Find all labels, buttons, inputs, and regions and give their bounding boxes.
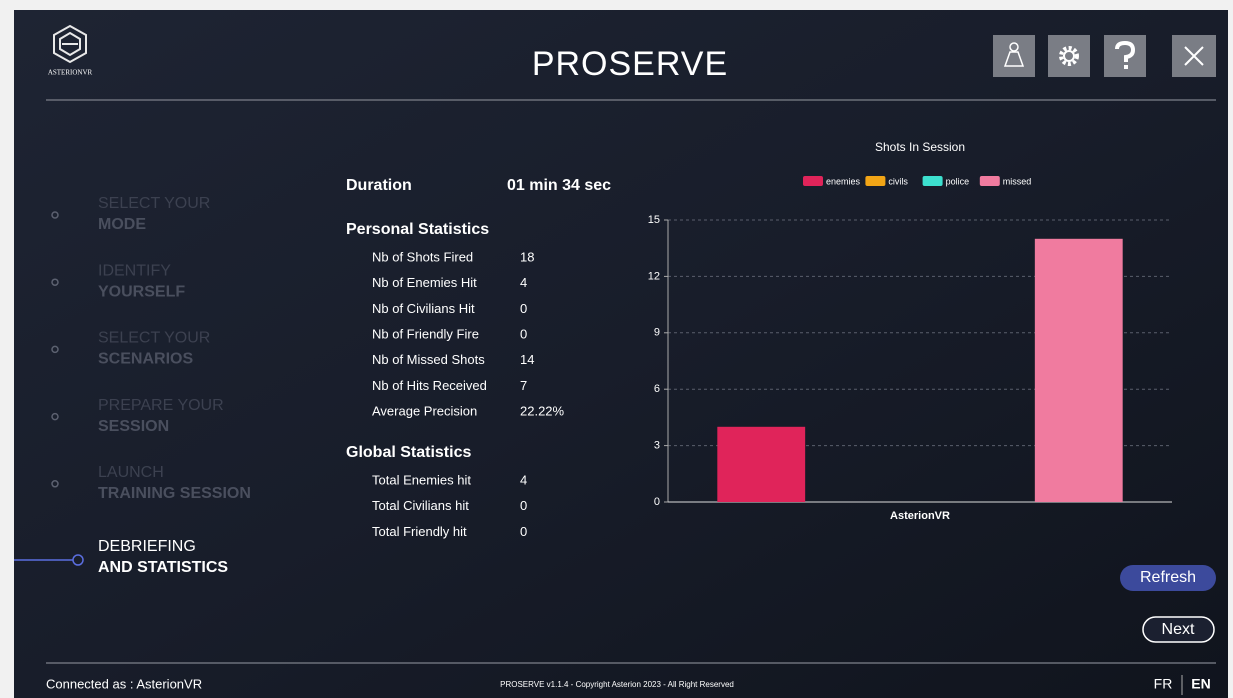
stat-heading: Duration [346,177,412,194]
legend-label: civils [888,176,908,186]
stat-label: Nb of Enemies Hit [372,275,477,290]
stat-value: 0 [520,524,527,539]
language-option[interactable]: EN [1191,676,1210,692]
stat-value: 18 [520,249,534,264]
next-button[interactable]: Next [1143,617,1214,642]
y-tick-label: 0 [654,496,660,508]
legend-label: enemies [826,176,861,186]
step-label: AND STATISTICS [98,559,228,576]
legend-swatch [803,176,823,186]
refresh-button[interactable]: Refresh [1120,565,1216,591]
language-option[interactable]: FR [1154,676,1173,692]
stat-label: Total Enemies hit [372,472,471,487]
stat-label: Average Precision [372,404,477,419]
legend-swatch [980,176,1000,186]
stat-value: 0 [520,327,527,342]
bar [717,427,805,502]
stat-label: Nb of Civilians Hit [372,301,475,316]
step-label: SCENARIOS [98,351,193,368]
close-button[interactable] [1172,35,1216,77]
stat-value: 7 [520,378,527,393]
step-label: SESSION [98,418,169,435]
stat-value: 01 min 34 sec [507,177,611,194]
profile-button[interactable] [993,35,1035,77]
legend-label: missed [1003,176,1032,186]
step-label: SELECT YOUR [98,330,210,347]
legend-label: police [946,176,970,186]
settings-button[interactable] [1048,35,1090,77]
step-label: LAUNCH [98,464,164,481]
button-label: Next [1162,621,1195,638]
y-tick-label: 3 [654,440,660,452]
stat-label: Total Civilians hit [372,498,469,513]
stat-value: 0 [520,498,527,513]
stat-value: 0 [520,301,527,316]
stat-label: Nb of Missed Shots [372,352,485,367]
button-label: Refresh [1140,569,1196,586]
x-tick-label: AsterionVR [890,510,950,522]
logo-text: ASTERIONVR [48,69,93,77]
step-label: DEBRIEFING [98,538,196,555]
chart-title: Shots In Session [875,140,965,154]
stat-value: 14 [520,352,534,367]
legend-swatch [865,176,885,186]
step-label: YOURSELF [98,283,185,300]
stat-heading: Global Statistics [346,444,471,461]
connected-as: Connected as : AsterionVR [46,676,202,691]
copyright: PROSERVE v1.1.4 - Copyright Asterion 202… [500,680,734,689]
y-tick-label: 6 [654,383,660,395]
y-tick-label: 15 [648,214,660,226]
step-label: IDENTIFY [98,262,171,279]
app-title: PROSERVE [532,45,728,83]
page: ASTERIONVR PROSERVE SELECT YOUR MODE IDENT… [0,0,1233,698]
help-button[interactable] [1104,35,1146,77]
bar [1035,239,1123,502]
app: ASTERIONVR PROSERVE SELECT YOUR MODE IDENT… [0,0,1233,698]
step-label: PREPARE YOUR [98,397,224,414]
legend-swatch [923,176,943,186]
stat-heading: Personal Statistics [346,221,489,238]
stat-value: 22.22% [520,404,565,419]
stat-label: Nb of Shots Fired [372,249,473,264]
stat-value: 4 [520,472,527,487]
stat-value: 4 [520,275,527,290]
y-tick-label: 12 [648,270,660,282]
step-label: MODE [98,216,146,233]
step-label: TRAINING SESSION [98,485,251,502]
y-tick-label: 9 [654,327,660,339]
stat-label: Total Friendly hit [372,524,467,539]
stat-label: Nb of Friendly Fire [372,327,479,342]
step-label: SELECT YOUR [98,195,210,212]
stat-label: Nb of Hits Received [372,378,487,393]
